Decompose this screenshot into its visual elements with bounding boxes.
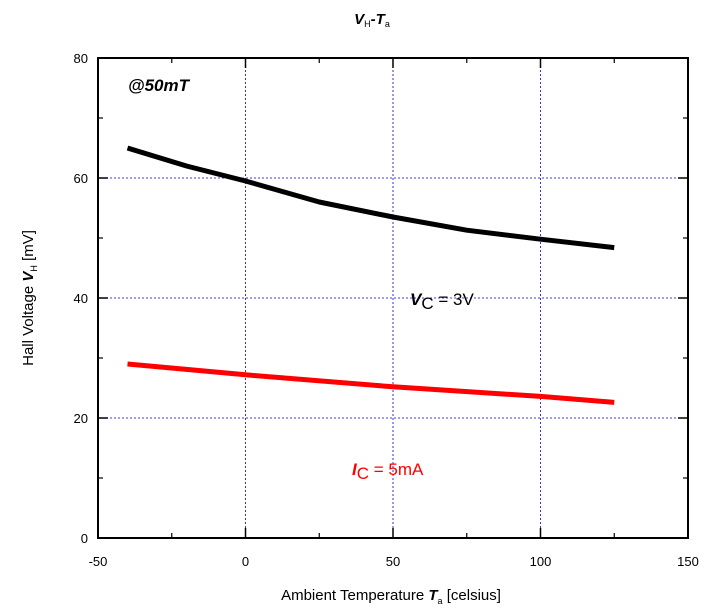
series-group (126, 145, 615, 405)
y-tick-label: 80 (74, 51, 88, 66)
y-tick-label: 0 (81, 531, 88, 546)
x-axis-label: Ambient Temperature Ta [celsius] (281, 587, 501, 606)
y-tick-label: 20 (74, 411, 88, 426)
series-line-1 (126, 145, 615, 251)
x-tick-label: 50 (386, 554, 400, 569)
vc-annotation: VC = 3V (410, 290, 474, 313)
series-line-2 (127, 361, 615, 405)
x-tick-label: -50 (89, 554, 108, 569)
chart-title: VH-Ta (354, 11, 390, 29)
x-tick-label: 150 (677, 554, 699, 569)
y-axis-label: Hall Voltage VH [mV] (20, 230, 39, 366)
condition-annotation: @50mT (128, 76, 191, 95)
y-tick-label: 40 (74, 291, 88, 306)
y-tick-label: 60 (74, 171, 88, 186)
grid-lines (98, 58, 688, 538)
plot-frame (97, 57, 689, 539)
x-tick-label: 100 (530, 554, 552, 569)
ic-annotation: IC = 5mA (352, 460, 424, 483)
x-tick-label: 0 (242, 554, 249, 569)
